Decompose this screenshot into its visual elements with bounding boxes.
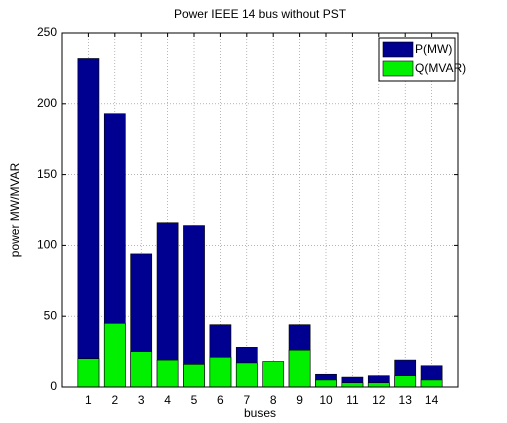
x-tick-label: 3	[138, 393, 145, 407]
bar	[77, 358, 100, 388]
legend-swatch	[382, 41, 414, 58]
plot-frame	[61, 32, 459, 388]
x-tick-label: 12	[372, 393, 386, 407]
bar	[288, 349, 311, 388]
y-tick-label: 50	[44, 308, 58, 322]
x-axis-label: buses	[244, 406, 276, 420]
bar	[183, 364, 205, 388]
bar	[315, 379, 337, 388]
bar	[183, 225, 205, 388]
bar	[156, 359, 179, 388]
x-tick-label: 11	[346, 393, 359, 407]
legend-label: P(MW)	[415, 42, 452, 56]
y-tick-label: 100	[37, 238, 57, 252]
y-tick-label: 150	[37, 167, 57, 181]
x-tick-label: 14	[425, 393, 439, 407]
x-tick-label: 7	[243, 393, 250, 407]
x-tick-label: 2	[111, 393, 118, 407]
x-tick-label: 5	[191, 393, 198, 407]
x-tick-label: 9	[296, 393, 303, 407]
bar	[235, 362, 258, 388]
chart-title: Power IEEE 14 bus without PST	[174, 7, 347, 21]
x-tick-label: 6	[217, 393, 224, 407]
bar	[130, 351, 153, 388]
bar	[341, 382, 364, 388]
y-tick-label: 250	[37, 25, 57, 39]
legend-swatch	[382, 60, 414, 77]
x-tick-label: 10	[319, 393, 333, 407]
bar	[420, 379, 443, 388]
bar	[262, 361, 285, 388]
bar	[103, 322, 126, 388]
x-tick-label: 4	[164, 393, 171, 407]
bar	[367, 382, 390, 388]
y-tick-label: 200	[37, 96, 57, 110]
x-tick-label: 13	[399, 393, 413, 407]
x-tick-label: 1	[85, 393, 92, 407]
bar	[209, 356, 232, 388]
bar	[394, 375, 417, 388]
x-tick-label: 8	[270, 393, 277, 407]
bar	[77, 58, 100, 388]
y-tick-label: 0	[50, 379, 57, 393]
y-axis-label: power MW/MVAR	[8, 162, 22, 257]
legend-label: Q(MVAR)	[415, 61, 466, 75]
